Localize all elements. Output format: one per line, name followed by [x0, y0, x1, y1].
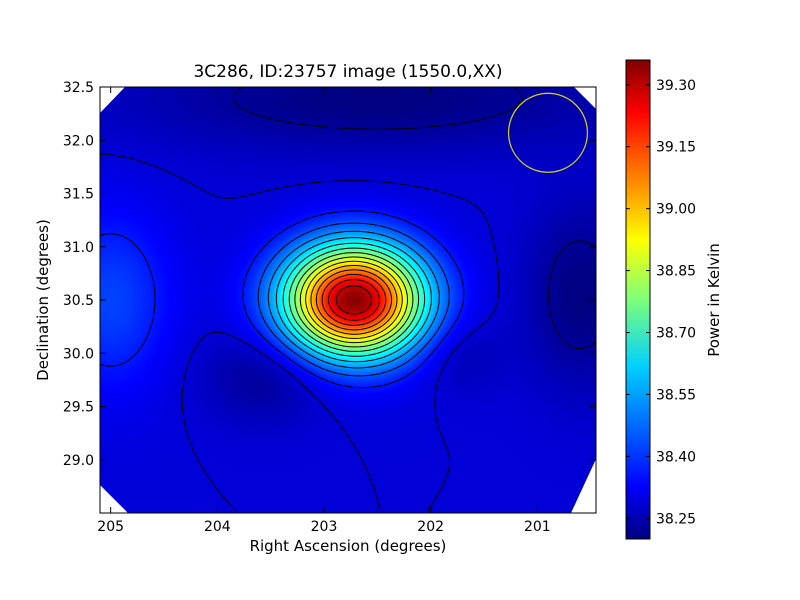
- contour-line: [294, 252, 414, 348]
- y-tick-label: 31.5: [63, 187, 94, 203]
- x-axis: 205 204 203 202 201: [97, 87, 551, 535]
- colorbar-tick-label: 39.15: [656, 140, 696, 156]
- colorbar-tick-label: 38.70: [656, 326, 696, 342]
- contour-line: [327, 279, 380, 321]
- contour-line: [321, 274, 387, 326]
- x-tick-label: 201: [524, 519, 551, 535]
- y-tick-label: 31.0: [63, 240, 94, 256]
- x-tick-label: 202: [417, 519, 444, 535]
- y-tick-label: 32.5: [63, 80, 94, 96]
- y-tick-label: 32.0: [63, 133, 94, 149]
- contour-line: [275, 237, 432, 363]
- contour-line: [299, 256, 408, 344]
- colorbar: 38.25 38.40 38.55 38.70 38.85 39.00 39.15 39.30…: [625, 59, 723, 540]
- chart-title: 3C286, ID:23757 image (1550.0,XX): [193, 62, 502, 82]
- colorbar-label: Power in Kelvin: [705, 243, 723, 357]
- y-axis-label: Declination (degrees): [34, 219, 52, 381]
- colorbar-tick-label: 39.30: [656, 78, 696, 94]
- colorbar-tick-label: 38.55: [656, 387, 696, 403]
- contour-lines: [100, 87, 596, 512]
- x-tick-label: 203: [311, 519, 338, 535]
- contour-line: [267, 230, 440, 369]
- colorbar-ticks: 38.25 38.40 38.55 38.70 38.85 39.00 39.15 39.30: [626, 78, 696, 527]
- contour-line: [100, 210, 465, 389]
- colorbar-gradient: [625, 59, 651, 540]
- contour-line: [100, 153, 500, 512]
- colorbar-tick-label: 39.00: [656, 202, 696, 218]
- x-tick-label: 204: [204, 519, 231, 535]
- colorbar-tick-label: 38.40: [656, 449, 696, 465]
- contour-line: [257, 222, 450, 377]
- contour-line: [288, 247, 420, 352]
- x-tick-label: 205: [97, 519, 124, 535]
- contour-line: [305, 260, 403, 339]
- colorbar-tick-label: 38.25: [656, 511, 696, 527]
- contour-line: [335, 285, 373, 315]
- contour-line: [282, 242, 426, 357]
- y-tick-label: 29.0: [63, 453, 94, 469]
- colorbar-tick-label: 38.85: [656, 264, 696, 280]
- contour-line: [232, 87, 596, 350]
- heatmap-image: [100, 87, 596, 513]
- contour-line: [315, 269, 393, 331]
- y-tick-label: 29.5: [63, 400, 94, 416]
- y-tick-label: 30.0: [63, 346, 94, 362]
- contour-line: [310, 265, 398, 335]
- plot-area: [99, 86, 597, 514]
- beam-circle: [507, 92, 589, 173]
- y-tick-label: 30.5: [63, 293, 94, 309]
- x-axis-label: Right Ascension (degrees): [250, 537, 447, 555]
- y-axis: 29.0 29.5 30.0 30.5 31.0 31.5 32.0 32.5: [63, 80, 596, 469]
